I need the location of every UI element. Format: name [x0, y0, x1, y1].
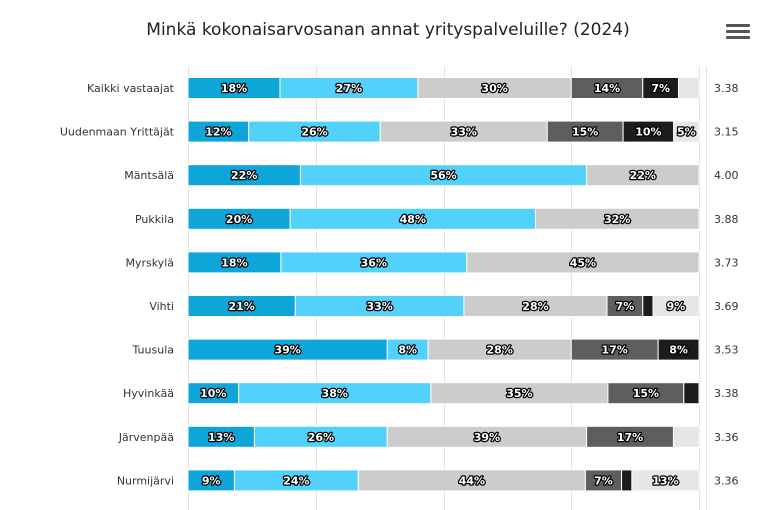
menu-line	[726, 24, 750, 27]
data-label: 18%	[221, 82, 247, 95]
data-label: 5%	[677, 126, 696, 139]
score-label: 3.53	[714, 344, 739, 357]
score-label: 3.36	[714, 474, 739, 487]
data-label: 13%	[652, 474, 678, 487]
data-label: 26%	[301, 126, 327, 139]
bar-segment	[672, 425, 700, 448]
category-label: Uudenmaan Yrittäjät	[60, 126, 175, 139]
score-label: 3.38	[714, 387, 739, 400]
data-label: 39%	[274, 344, 300, 357]
category-label: Hyvinkää	[123, 387, 174, 400]
data-label: 56%	[430, 169, 456, 182]
data-label: 35%	[506, 387, 532, 400]
menu-line	[726, 30, 750, 33]
bar-segment	[657, 338, 700, 361]
score-label: 3.88	[714, 213, 739, 226]
bar-segment	[466, 251, 700, 274]
data-label: 7%	[616, 300, 635, 313]
bar-segment	[621, 469, 633, 492]
bar-segment	[673, 120, 700, 143]
data-label: 26%	[308, 431, 334, 444]
category-label: Mäntsälä	[124, 169, 174, 182]
data-label: 20%	[226, 213, 252, 226]
category-label: Vihti	[149, 300, 174, 313]
score-label: 3.36	[714, 431, 739, 444]
category-label: Myrskylä	[125, 256, 174, 269]
data-label: 9%	[202, 474, 221, 487]
category-label: Kaikki vastaajat	[87, 82, 175, 95]
data-label: 10%	[635, 126, 661, 139]
bar-segment	[534, 207, 700, 230]
data-label: 22%	[231, 169, 257, 182]
bar-segment	[683, 382, 700, 405]
data-label: 9%	[667, 300, 686, 313]
data-label: 8%	[398, 344, 417, 357]
score-label: 4.00	[714, 169, 739, 182]
data-label: 17%	[617, 431, 643, 444]
data-label: 45%	[570, 256, 596, 269]
data-label: 33%	[451, 126, 477, 139]
data-label: 17%	[602, 344, 628, 357]
data-label: 32%	[604, 213, 630, 226]
data-label: 7%	[651, 82, 670, 95]
category-labels: Kaikki vastaajat Uudenmaan Yrittäjät Mänts…	[60, 82, 175, 487]
bar-segment	[631, 469, 700, 492]
data-label: 12%	[205, 126, 231, 139]
data-label: 33%	[366, 300, 392, 313]
score-label: 3.15	[714, 126, 739, 139]
data-label: 14%	[594, 82, 620, 95]
score-label: 3.69	[714, 300, 739, 313]
data-label: 10%	[200, 387, 226, 400]
data-label: 24%	[283, 474, 309, 487]
bar-segment	[652, 295, 700, 317]
bar-segment	[678, 77, 700, 99]
data-label: 21%	[228, 300, 254, 313]
data-label: 15%	[572, 126, 598, 139]
score-labels: 3.38 3.15 4.00 3.88 3.73 3.69 3.53 3.38 3.36 3.36	[714, 82, 739, 487]
data-label: 36%	[361, 256, 387, 269]
bar-layer: 18% 27% 30% 14% 7% 12% 26% 33% 15% 10% 5% 22% 56% 22%…	[187, 77, 700, 492]
data-label: 39%	[474, 431, 500, 444]
data-label: 22%	[630, 169, 656, 182]
data-label: 38%	[322, 387, 348, 400]
category-label: Tuusula	[132, 344, 175, 357]
bar-segment	[586, 164, 700, 187]
data-label: 13%	[208, 431, 234, 444]
data-label: 28%	[487, 344, 513, 357]
score-label: 3.73	[714, 256, 739, 269]
data-label: 44%	[459, 474, 485, 487]
category-label: Järvenpää	[118, 431, 174, 444]
menu-line	[726, 36, 750, 39]
category-label: Nurmijärvi	[117, 474, 174, 487]
data-label: 30%	[481, 82, 507, 95]
score-label: 3.38	[714, 82, 739, 95]
hamburger-menu-icon[interactable]	[726, 24, 750, 44]
data-label: 8%	[669, 344, 688, 357]
data-label: 18%	[221, 256, 247, 269]
data-label: 7%	[594, 474, 613, 487]
data-label: 15%	[633, 387, 659, 400]
bar-segment	[642, 295, 654, 317]
chart-title: Minkä kokonaisarvosanan annat yrityspalv…	[146, 20, 630, 40]
category-label: Pukkila	[135, 213, 174, 226]
data-label: 27%	[336, 82, 362, 95]
data-label: 48%	[400, 213, 426, 226]
data-label: 28%	[522, 300, 548, 313]
